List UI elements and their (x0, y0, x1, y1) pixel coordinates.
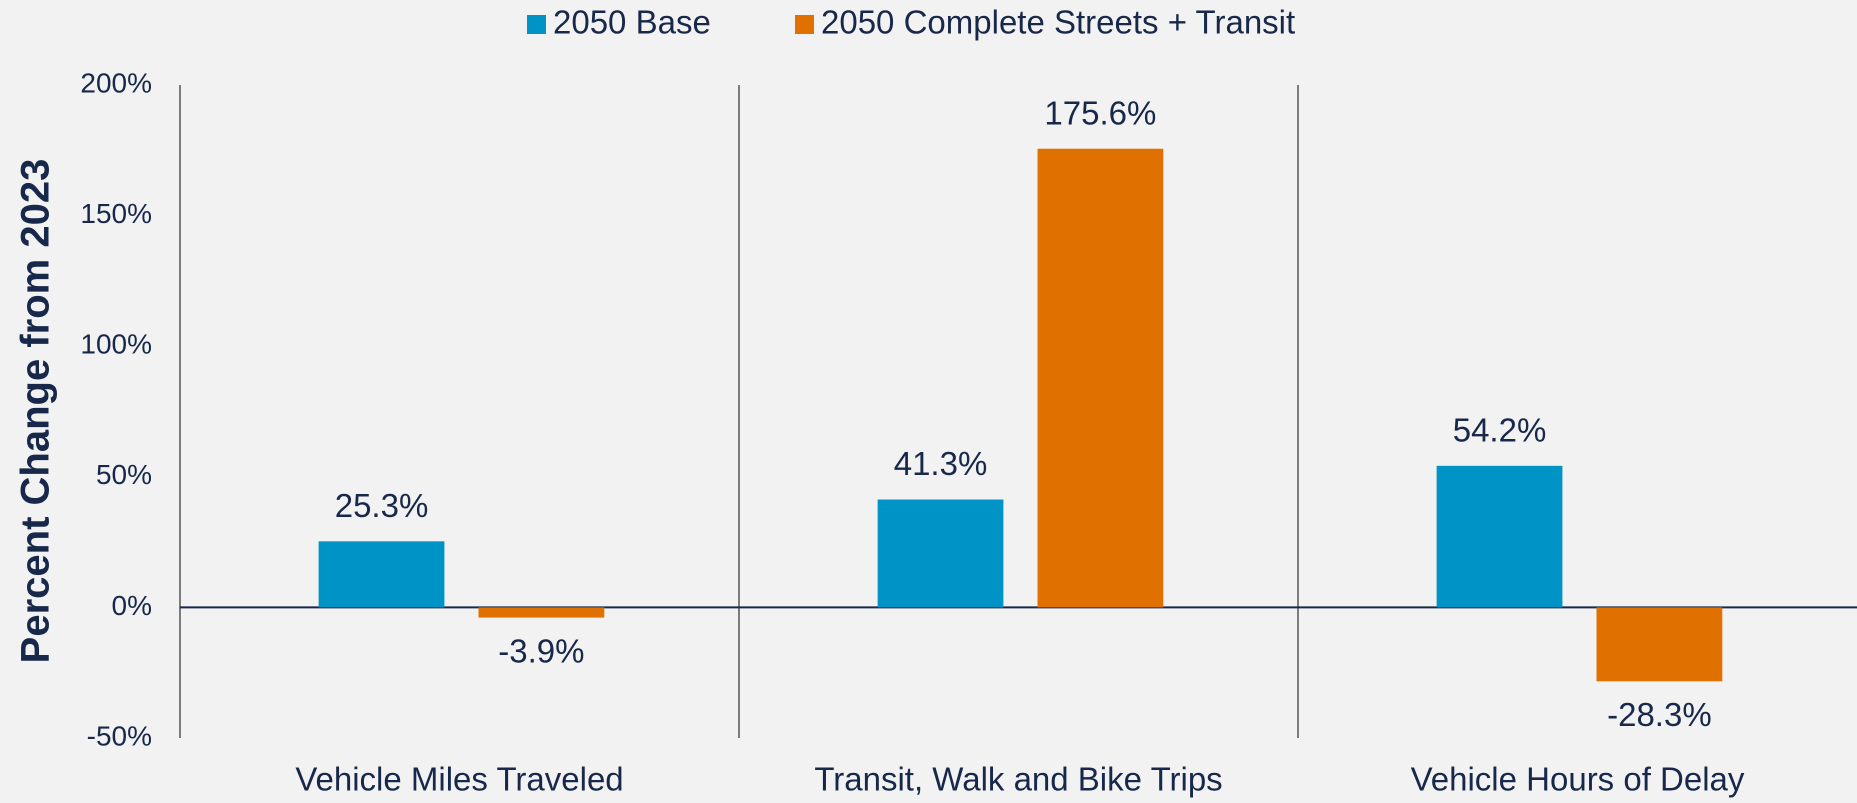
y-tick-label: 100% (80, 329, 152, 360)
data-label: 41.3% (894, 445, 988, 482)
legend-label: 2050 Base (553, 4, 711, 41)
x-tick-label: Vehicle Miles Traveled (295, 761, 623, 798)
legend-label: 2050 Complete Streets + Transit (821, 4, 1295, 41)
data-label: -28.3% (1607, 696, 1712, 733)
x-tick-label: Vehicle Hours of Delay (1411, 761, 1745, 798)
data-label: 175.6% (1044, 94, 1156, 131)
bar (1436, 465, 1563, 608)
legend-swatch (527, 15, 546, 34)
y-tick-label: -50% (87, 720, 152, 751)
y-tick-label: 150% (80, 198, 152, 229)
y-axis-title: Percent Change from 2023 (14, 159, 58, 664)
legend-swatch (795, 15, 814, 34)
data-label: 25.3% (335, 487, 429, 524)
bar (877, 499, 1004, 608)
y-tick-label: 50% (96, 459, 152, 490)
data-label: -3.9% (498, 632, 584, 669)
y-tick-label: 200% (80, 67, 152, 98)
bar (318, 541, 445, 608)
bar (478, 607, 605, 618)
bar (1037, 148, 1164, 608)
x-tick-label: Transit, Walk and Bike Trips (814, 761, 1222, 798)
y-tick-label: 0% (112, 590, 152, 621)
data-label: 54.2% (1453, 412, 1547, 449)
bar (1596, 607, 1723, 682)
